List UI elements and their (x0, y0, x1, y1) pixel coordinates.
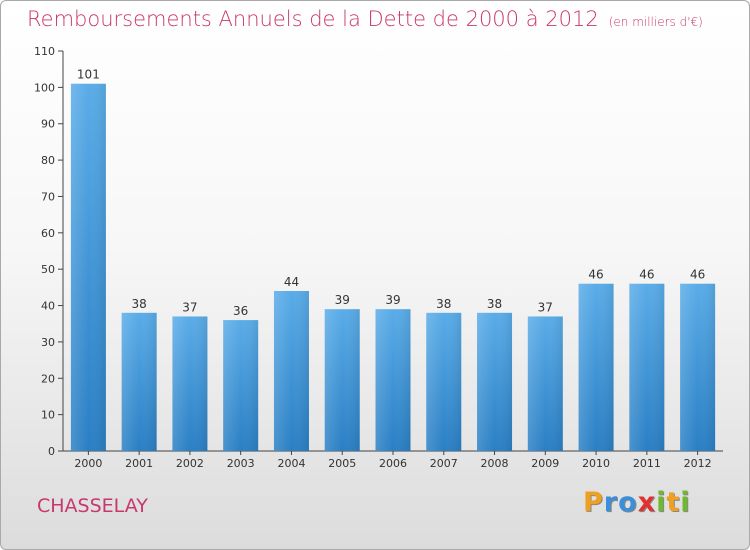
bar-shade-2010 (578, 283, 614, 451)
logo-letter: r (603, 487, 619, 518)
data-label-2008: 38 (487, 297, 502, 311)
y-tick-label: 100 (34, 81, 55, 94)
data-label-2011: 46 (639, 268, 654, 282)
bar-shade-2008 (477, 312, 513, 451)
data-label-2012: 46 (690, 268, 705, 282)
data-label-2009: 37 (538, 300, 553, 314)
x-tick-label-2001: 2001 (125, 457, 153, 470)
bars-group (70, 83, 716, 452)
logo-letter: P (583, 487, 604, 518)
x-tick-label-2004: 2004 (277, 457, 305, 470)
data-label-2007: 38 (436, 297, 451, 311)
proxiti-logo: Proxiti (583, 487, 691, 518)
bar-shade-2004 (273, 291, 309, 451)
data-label-2004: 44 (284, 275, 299, 289)
x-tick-label-2005: 2005 (328, 457, 356, 470)
y-tick-label: 110 (34, 45, 55, 58)
bar-shade-2007 (426, 312, 462, 451)
x-tick-label-2006: 2006 (379, 457, 407, 470)
x-tick-label-2009: 2009 (531, 457, 559, 470)
x-tick-label-2008: 2008 (481, 457, 509, 470)
x-tick-label-2010: 2010 (582, 457, 610, 470)
x-tick-label-2007: 2007 (430, 457, 458, 470)
y-tick-label: 20 (41, 372, 55, 385)
y-tick-label: 90 (41, 118, 55, 131)
bar-shade-2009 (527, 316, 563, 451)
data-label-2002: 37 (182, 300, 197, 314)
bar-shade-2003 (223, 320, 259, 451)
data-label-2003: 36 (233, 304, 248, 318)
x-tick-label-2012: 2012 (684, 457, 712, 470)
chart-title: Remboursements Annuels de la Dette de 20… (27, 7, 703, 31)
unit-note: (en milliers d'€) (608, 15, 703, 29)
y-tick-label: 30 (41, 336, 55, 349)
x-tick-label-2003: 2003 (227, 457, 255, 470)
y-tick-label: 40 (41, 300, 55, 313)
y-tick-label: 80 (41, 154, 55, 167)
x-tick-label-2011: 2011 (633, 457, 661, 470)
y-tick-label: 60 (41, 227, 55, 240)
data-label-2001: 38 (132, 297, 147, 311)
x-tick-label-2002: 2002 (176, 457, 204, 470)
logo-letter: o (618, 487, 638, 518)
data-label-2006: 39 (385, 293, 400, 307)
commune-name: CHASSELAY (37, 495, 148, 517)
bar-shade-2011 (629, 283, 665, 451)
logo-letter: i (656, 487, 667, 518)
data-label-2005: 39 (335, 293, 350, 307)
bar-shade-2002 (172, 316, 208, 451)
y-tick-label: 70 (41, 190, 55, 203)
bar-shade-2012 (680, 283, 716, 451)
data-label-2000: 101 (77, 68, 100, 82)
bar-shade-2006 (375, 309, 411, 451)
data-label-2010: 46 (588, 268, 603, 282)
y-tick-label: 10 (41, 409, 55, 422)
bar-shade-2000 (70, 83, 106, 452)
y-tick-label: 50 (41, 263, 55, 276)
logo-letter: x (637, 487, 657, 518)
logo-letter: i (680, 487, 691, 518)
logo-letter: t (666, 487, 681, 518)
bar-shade-2001 (121, 312, 157, 451)
y-tick-label: 0 (48, 445, 55, 458)
bar-shade-2005 (324, 309, 360, 451)
chart-title-text: Remboursements Annuels de la Dette de 20… (27, 7, 599, 31)
x-tick-label-2000: 2000 (74, 457, 102, 470)
labels-group: 2000 101 2001 38 2002 37 2003 36 2004 44 2005 39 200… (74, 68, 711, 470)
